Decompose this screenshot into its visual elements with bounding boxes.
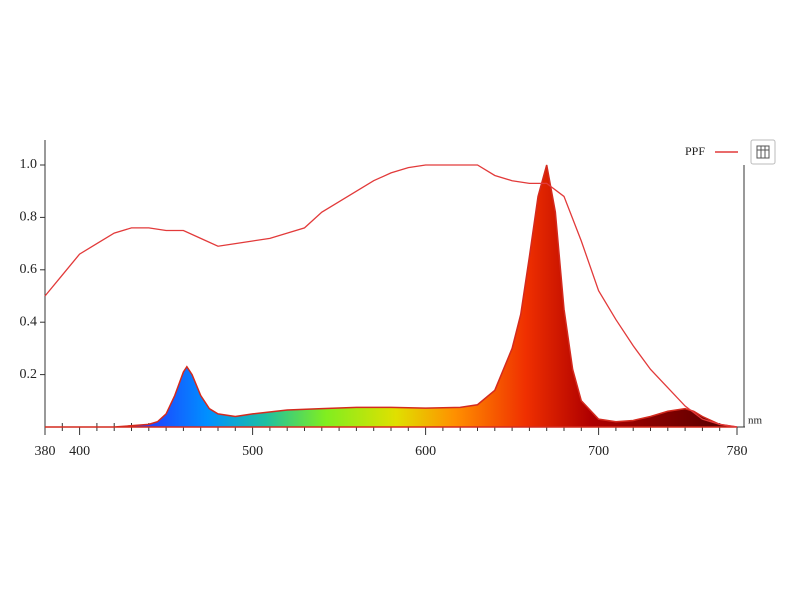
x-axis-label: nm [748,415,763,427]
y-tick-label: 0.4 [20,314,38,329]
y-tick-label: 0.2 [20,367,38,382]
y-tick-label: 0.8 [20,210,38,225]
restore-icon[interactable] [750,139,776,165]
x-tick-label: 600 [415,444,436,459]
x-tick-label: 380 [35,444,56,459]
y-tick-label: 0.6 [20,262,38,277]
x-tick-label: 780 [727,444,748,459]
spectrum-area [45,164,738,428]
legend-label: PPF [685,144,705,158]
y-tick-label: 1.0 [20,157,38,172]
x-tick-label: 700 [588,444,609,459]
legend: PPF [685,144,738,158]
x-tick-label: 400 [69,444,90,459]
x-tick-label: 500 [242,444,263,459]
ppf-line [44,164,738,428]
